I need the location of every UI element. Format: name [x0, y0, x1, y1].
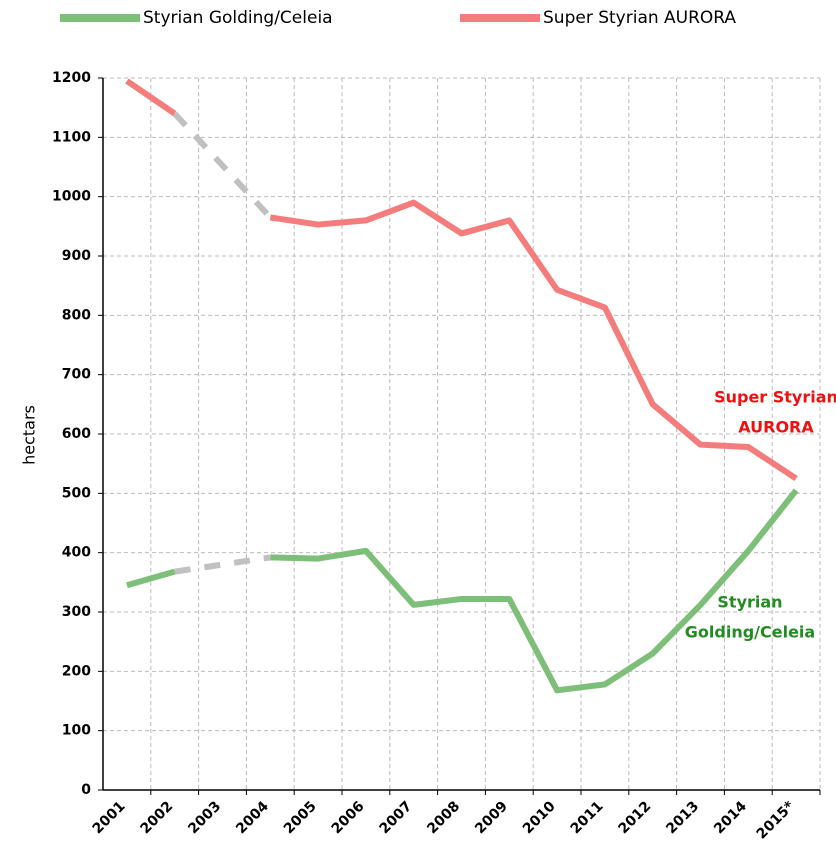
annotation: Super Styrian [714, 388, 836, 407]
y-tick-label: 800 [62, 307, 91, 323]
x-tick-label: 2008 [424, 798, 463, 837]
y-tick-label: 1200 [52, 70, 91, 86]
y-tick-label: 1100 [52, 129, 91, 145]
y-tick-label: 100 [62, 723, 91, 739]
y-tick-label: 200 [62, 663, 91, 679]
x-tick-label: 2007 [376, 798, 415, 837]
x-tick-label: 2005 [281, 798, 320, 837]
x-tick-label: 2011 [568, 798, 607, 837]
x-tick-label: 2006 [329, 798, 368, 837]
y-tick-label: 700 [62, 367, 91, 383]
y-tick-label: 500 [62, 485, 91, 501]
x-tick-label: 2009 [472, 798, 511, 837]
y-tick-label: 400 [62, 545, 91, 561]
x-tick-label: 2012 [615, 798, 654, 837]
annotation: AURORA [738, 418, 814, 437]
x-tick-label: 2004 [233, 798, 272, 837]
annotation: Styrian [717, 593, 782, 612]
y-tick-label: 600 [62, 426, 91, 442]
x-tick-label: 2013 [663, 798, 702, 837]
series-line [270, 488, 799, 694]
gap-line [172, 111, 273, 220]
y-tick-label: 0 [81, 782, 91, 798]
y-axis-label: hectars [20, 405, 39, 465]
x-tick-label: 2014 [711, 798, 750, 837]
series-line [269, 199, 798, 482]
x-tick-label: 2003 [185, 798, 224, 837]
x-tick-label: 2001 [90, 798, 129, 837]
annotation: Golding/Celeia [685, 623, 815, 642]
legend-label: Super Styrian AURORA [543, 8, 736, 28]
x-tick-label: 2015* [754, 798, 799, 843]
legend-label: Styrian Golding/Celeia [143, 8, 333, 28]
series-line [126, 568, 176, 589]
x-tick-label: 2002 [137, 798, 176, 837]
y-tick-label: 900 [62, 248, 91, 264]
series-line [125, 78, 177, 117]
y-tick-label: 300 [62, 604, 91, 620]
y-tick-label: 1000 [52, 189, 91, 205]
x-tick-label: 2010 [520, 798, 559, 837]
gap-line [174, 554, 271, 575]
